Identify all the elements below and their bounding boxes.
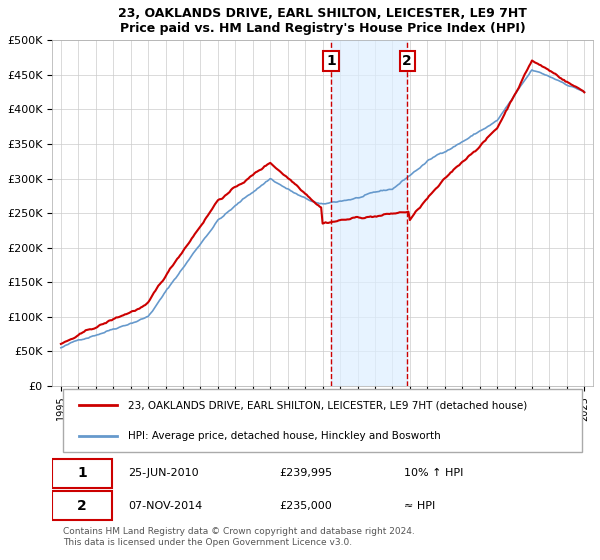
FancyBboxPatch shape — [63, 389, 582, 452]
Bar — [331, 40, 407, 386]
Text: ≈ HPI: ≈ HPI — [404, 501, 435, 511]
Text: 2: 2 — [77, 498, 87, 512]
Text: 10% ↑ HPI: 10% ↑ HPI — [404, 468, 463, 478]
Text: 1: 1 — [326, 54, 336, 68]
Text: £239,995: £239,995 — [280, 468, 332, 478]
Text: 25-JUN-2010: 25-JUN-2010 — [128, 468, 199, 478]
Title: 23, OAKLANDS DRIVE, EARL SHILTON, LEICESTER, LE9 7HT
Price paid vs. HM Land Regi: 23, OAKLANDS DRIVE, EARL SHILTON, LEICES… — [118, 7, 527, 35]
FancyBboxPatch shape — [52, 491, 112, 520]
FancyBboxPatch shape — [52, 459, 112, 488]
Text: HPI: Average price, detached house, Hinckley and Bosworth: HPI: Average price, detached house, Hinc… — [128, 431, 440, 441]
Text: £235,000: £235,000 — [280, 501, 332, 511]
Text: 07-NOV-2014: 07-NOV-2014 — [128, 501, 202, 511]
Text: Contains HM Land Registry data © Crown copyright and database right 2024.
This d: Contains HM Land Registry data © Crown c… — [63, 527, 415, 547]
Text: 2: 2 — [403, 54, 412, 68]
Text: 23, OAKLANDS DRIVE, EARL SHILTON, LEICESTER, LE9 7HT (detached house): 23, OAKLANDS DRIVE, EARL SHILTON, LEICES… — [128, 400, 527, 410]
Text: 1: 1 — [77, 466, 87, 480]
